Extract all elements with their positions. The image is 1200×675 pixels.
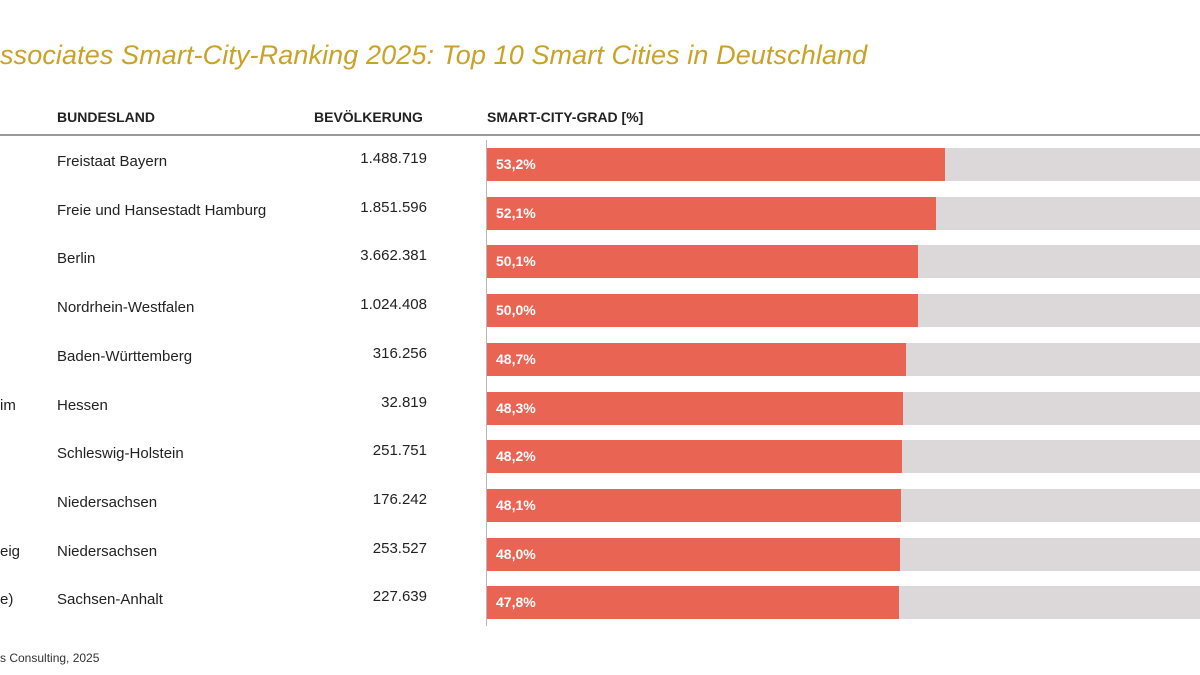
bar-value-label: 47,8% [496, 594, 536, 611]
population-value: 32.819 [381, 393, 427, 411]
state-name: Sachsen-Anhalt [57, 591, 163, 609]
header-bundesland: BUNDESLAND [57, 109, 155, 125]
bar-value-label: 48,1% [496, 496, 536, 513]
bar-track: 47,8% [487, 586, 1200, 620]
bar-value-label: 48,3% [496, 399, 536, 416]
state-name: Berlin [57, 250, 96, 268]
bar: 48,7% [487, 342, 907, 376]
city-name-fragment: im [0, 396, 16, 414]
bar: 52,1% [487, 196, 936, 230]
header-divider [0, 134, 1200, 136]
bar-track: 48,1% [487, 488, 1200, 522]
bar-value-label: 48,2% [496, 448, 536, 465]
population-value: 227.639 [372, 588, 427, 606]
population-value: 176.242 [372, 490, 427, 508]
population-value: 1.488.719 [360, 150, 427, 167]
bar-value-label: 48,0% [496, 545, 536, 562]
bar-value-label: 53,2% [496, 156, 536, 172]
header-smart-city-grad: SMART-CITY-GRAD [%] [487, 109, 644, 125]
state-name: Schleswig-Holstein [57, 445, 184, 463]
bar-track: 48,2% [487, 440, 1200, 474]
bar-track: 48,3% [487, 391, 1200, 425]
population-value: 1.851.596 [360, 198, 427, 216]
bar: 50,0% [487, 294, 918, 328]
state-name: Baden-Württemberg [57, 347, 193, 365]
bar: 48,1% [487, 488, 902, 522]
population-value: 3.662.381 [360, 247, 427, 265]
state-name: Niedersachsen [57, 493, 158, 511]
city-name-fragment: eig [0, 542, 21, 560]
bar-track: 48,7% [487, 342, 1200, 376]
header-bevoelkerung: BEVÖLKERUNG [314, 109, 423, 125]
state-name: Niedersachsen [57, 542, 158, 560]
bar: 53,2% [487, 148, 946, 181]
bar-axis-line [486, 140, 487, 626]
bar-track: 52,1% [487, 196, 1200, 230]
state-name: Nordrhein-Westfalen [57, 299, 195, 317]
state-name: Hessen [57, 396, 108, 414]
bar: 48,2% [487, 440, 902, 474]
bar-track: 53,2% [487, 148, 1200, 181]
population-value: 1.024.408 [360, 296, 427, 314]
bar-track: 50,0% [487, 294, 1200, 328]
population-value: 251.751 [372, 442, 427, 460]
state-name: Freistaat Bayern [57, 153, 168, 170]
state-name: Freie und Hansestadt Hamburg [57, 201, 267, 219]
bar-track: 48,0% [487, 537, 1200, 571]
source-note: s Consulting, 2025 [0, 651, 100, 665]
bar: 48,3% [487, 391, 903, 425]
city-name-fragment: e) [0, 591, 14, 609]
population-value: 253.527 [372, 539, 427, 557]
population-value: 316.256 [372, 344, 427, 362]
bar-track: 50,1% [487, 245, 1200, 279]
bar: 47,8% [487, 586, 899, 620]
chart-title: ssociates Smart-City-Ranking 2025: Top 1… [0, 40, 868, 70]
bar-value-label: 52,1% [496, 204, 536, 221]
bar-value-label: 50,0% [496, 302, 536, 319]
bar: 50,1% [487, 245, 919, 279]
bar-value-label: 48,7% [496, 350, 536, 367]
bar-value-label: 50,1% [496, 253, 536, 270]
bar: 48,0% [487, 537, 901, 571]
